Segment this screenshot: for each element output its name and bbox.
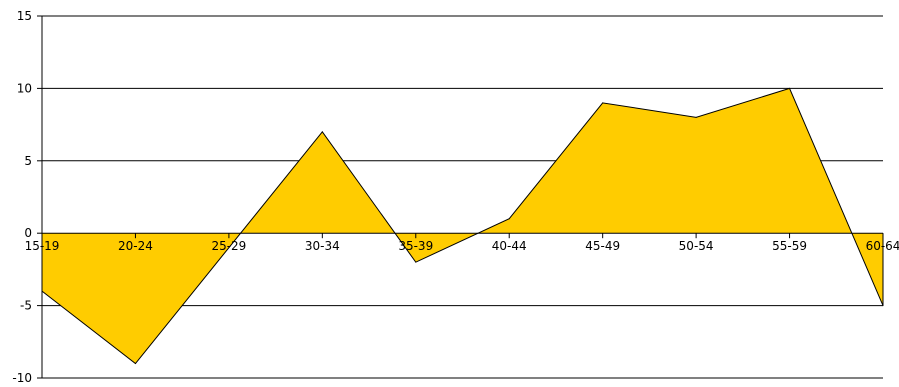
- x-tick-label: 45-49: [585, 239, 620, 253]
- x-tick-label: 40-44: [492, 239, 527, 253]
- data-point-30-34: [321, 131, 323, 133]
- area-series: [41, 87, 884, 365]
- y-tick-label: 10: [17, 81, 32, 95]
- data-point-40-44: [508, 218, 510, 220]
- y-tick-label: 5: [24, 154, 32, 168]
- axes: [37, 15, 884, 379]
- y-tick-label: 0: [24, 226, 32, 240]
- x-tick-label: 55-59: [772, 239, 807, 253]
- area-fill: [42, 88, 883, 364]
- y-tick-label: 15: [17, 9, 32, 23]
- data-point-45-49: [602, 102, 604, 104]
- x-tick-label: 35-39: [398, 239, 433, 253]
- data-point-35-39: [415, 261, 417, 263]
- x-tick-label: 30-34: [305, 239, 340, 253]
- y-tick-label: -10: [12, 371, 32, 383]
- data-point-50-54: [695, 116, 697, 118]
- series-line: [41, 87, 884, 365]
- x-tick-label: 60-64: [866, 239, 899, 253]
- data-point-20-24: [134, 363, 136, 365]
- tick-labels: -10 -5 0 5 10 15 15-19 20-24 25-29 30-34 35-39 40-4…: [12, 9, 899, 385]
- data-point-60-64: [882, 305, 884, 307]
- y-tick-label: -5: [20, 299, 32, 313]
- x-tick-label: 15-19: [25, 239, 60, 253]
- x-tick-label: 25-29: [211, 239, 246, 253]
- data-point-25-29: [228, 247, 230, 249]
- x-tick-label: 50-54: [679, 239, 714, 253]
- data-point-55-59: [789, 87, 791, 89]
- x-tick-label: 20-24: [118, 239, 153, 253]
